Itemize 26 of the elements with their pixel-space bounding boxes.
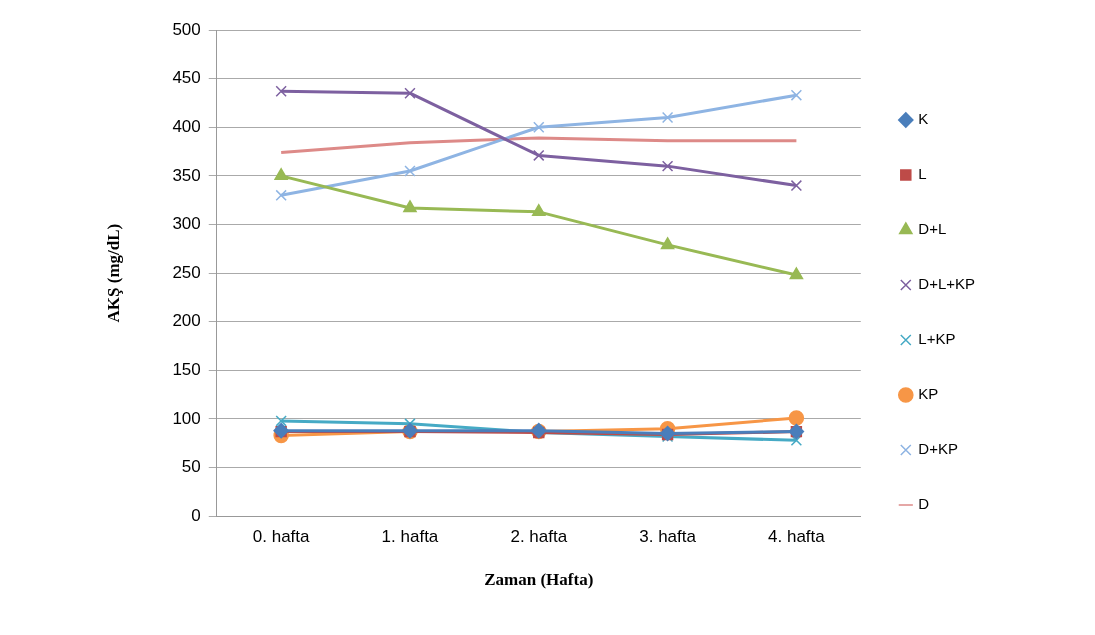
y-axis-title: AKŞ (mg/dL) — [103, 223, 123, 323]
legend-label: D — [918, 495, 930, 513]
legend-label: K — [918, 110, 929, 128]
x-axis-title: Zaman (Hafta) — [484, 570, 594, 590]
y-tick-label: 50 — [181, 457, 201, 477]
x-tick-label: 4. hafta — [768, 527, 826, 547]
y-tick-label: 350 — [172, 165, 201, 185]
legend-label: D+KP — [918, 440, 958, 458]
x-tick-label: 0. hafta — [252, 527, 311, 547]
y-tick-label: 500 — [172, 19, 201, 39]
legend-label: KP — [918, 385, 939, 403]
y-tick-label: 450 — [172, 68, 201, 88]
y-tick-label: 0 — [191, 505, 201, 525]
y-tick-label: 300 — [172, 214, 201, 234]
legend-label: L — [918, 165, 927, 183]
x-tick-label: 2. hafta — [510, 527, 568, 547]
legend-label: D+L+KP — [918, 275, 976, 293]
y-tick-label: 250 — [172, 262, 201, 282]
y-tick-label: 200 — [172, 311, 201, 331]
x-tick-label: 3. hafta — [639, 527, 697, 547]
legend-label: D+L — [918, 220, 947, 238]
x-tick-label: 1. hafta — [381, 527, 439, 547]
y-tick-label: 150 — [172, 360, 201, 380]
legend-label: L+KP — [918, 330, 956, 348]
y-tick-label: 400 — [172, 116, 201, 136]
y-tick-label: 100 — [172, 408, 201, 428]
